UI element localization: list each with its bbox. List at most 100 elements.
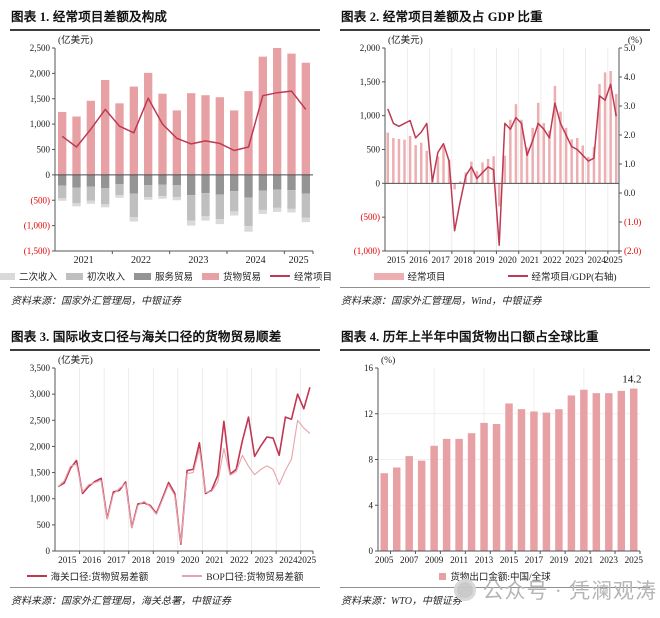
svg-text:0: 0 [369,546,374,556]
svg-text:2022: 2022 [543,255,562,265]
line-series [61,90,307,152]
figure-1-title: 图表 1. 经常项目差额及构成 [10,5,320,31]
svg-text:2015: 2015 [387,255,406,265]
legend-label: 货物贸易 [223,273,262,283]
svg-text:(500): (500) [31,195,51,205]
svg-text:2017: 2017 [432,255,451,265]
y-axis-unit-left: (亿美元) [388,34,423,46]
svg-text:1,000: 1,000 [30,494,51,504]
svg-text:2019: 2019 [550,555,569,565]
svg-text:2025: 2025 [298,555,317,565]
svg-text:1,000: 1,000 [360,111,381,121]
svg-text:(1,000): (1,000) [24,221,50,231]
figure-1-card: 图表 1. 经常项目差额及构成 (1,500) (1,000) (500) 0 500 1… [0,0,332,320]
figure-3-legend: 海关口径:货物贸易差额 BOP口径:货物贸易差额 [10,569,320,583]
legend-swatch [0,272,15,280]
legend-item-line: 经常项目/GDP(右轴) [507,269,617,283]
legend-item-bar: 经常项目 [373,269,446,283]
legend-swatch [26,575,47,577]
svg-text:2022: 2022 [230,555,249,565]
figure-2-card: 图表 2. 经常项目差额及占 GDP 比重 (1,000) (500) 0 500 1,… [330,0,660,320]
svg-text:2,500: 2,500 [30,43,51,53]
legend-swatch [373,272,404,280]
legend-swatch [439,572,447,580]
gridlines [79,368,302,551]
legend-label: 初次收入 [86,273,125,283]
svg-text:0: 0 [46,546,51,556]
line-series [387,83,617,246]
svg-text:500: 500 [367,145,381,155]
figure-2-chart: (1,000) (500) 0 500 1,000 1,500 2,000 (2.0) (1.0… [354,34,642,265]
svg-text:(1.0): (1.0) [624,217,641,227]
svg-text:12: 12 [364,409,373,419]
figure-1-legend: 二次收入 初次收入 服务贸易 货物贸易 经常项目 [0,269,332,283]
y-axis-unit-right: (%) [628,35,642,46]
legend-label: BOP口径:货物贸易差额 [206,573,304,583]
svg-text:2.0: 2.0 [624,130,636,140]
legend-label: 服务贸易 [155,273,194,283]
y-axis-unit-left: (%) [381,355,395,366]
svg-text:1.0: 1.0 [624,159,636,169]
figure-4-source: 资料来源：WTO，中银证券 [340,587,650,607]
figure-3-title: 图表 3. 国际收支口径与海关口径的货物贸易顺差 [10,325,320,351]
legend-item-bar: 二次收入 [0,269,57,283]
svg-text:2025: 2025 [625,555,644,565]
svg-text:1,000: 1,000 [30,119,51,129]
x-axis: 2021 2022 2023 2024 2025 [55,250,314,266]
svg-text:2018: 2018 [454,255,473,265]
svg-text:2,000: 2,000 [360,43,381,53]
figure-3-card: 图表 3. 国际收支口径与海关口径的货物贸易顺差 0 500 1,000 1,500 2… [0,320,330,618]
svg-text:500: 500 [37,520,51,530]
y-axis-unit-left: (亿美元) [58,34,93,46]
svg-text:2016: 2016 [409,255,428,265]
svg-text:5.0: 5.0 [624,43,636,53]
figure-2-title: 图表 2. 经常项目差额及占 GDP 比重 [340,5,650,31]
svg-text:2019: 2019 [476,255,495,265]
svg-text:3,500: 3,500 [30,363,51,373]
svg-text:1,500: 1,500 [360,77,381,87]
svg-text:2025: 2025 [289,255,309,266]
svg-text:2011: 2011 [450,555,468,565]
svg-text:2015: 2015 [58,555,77,565]
bars-stacked [58,174,310,198]
legend-swatch [65,272,83,280]
y-axis-right: (2.0) (1.0) 0.0 1.0 2.0 3.0 4.0 5.0 [618,43,641,256]
svg-text:8: 8 [369,455,374,465]
svg-text:2021: 2021 [74,255,94,266]
legend-swatch [202,272,220,280]
svg-text:2020: 2020 [498,255,517,265]
legend-label: 经常项目 [407,273,446,283]
bar-value-label: 14.2 [622,374,641,386]
svg-text:2023: 2023 [255,555,274,565]
bars [386,71,618,207]
svg-text:2017: 2017 [525,555,544,565]
svg-text:2024: 2024 [246,255,266,266]
svg-text:1,500: 1,500 [30,468,51,478]
legend-swatch [182,575,203,577]
svg-text:2,500: 2,500 [30,415,51,425]
legend-item-bar: 初次收入 [65,269,125,283]
figure-3-source: 资料来源：国家外汇管理局，海关总署，中银证券 [10,587,320,607]
figure-4-legend: 货物出口金额:中国/全球 [340,569,650,583]
svg-text:2007: 2007 [400,555,419,565]
svg-text:2005: 2005 [375,555,394,565]
svg-text:3.0: 3.0 [624,101,636,111]
svg-text:0: 0 [46,170,51,180]
svg-text:4.0: 4.0 [624,72,636,82]
gridlines [406,48,609,251]
svg-text:2024: 2024 [279,555,298,565]
svg-text:2016: 2016 [83,555,102,565]
y-axis-left: 0 4 8 12 16 [364,363,379,556]
svg-text:500: 500 [37,145,51,155]
svg-text:2013: 2013 [475,555,494,565]
svg-text:2023: 2023 [565,255,584,265]
legend-item-line: 经常项目 [270,269,332,283]
legend-swatch [507,275,528,277]
svg-text:16: 16 [364,363,374,373]
legend-label: 经常项目 [294,273,333,283]
legend-swatch [270,275,291,277]
legend-item-bar: 货物出口金额:中国/全球 [439,569,551,583]
